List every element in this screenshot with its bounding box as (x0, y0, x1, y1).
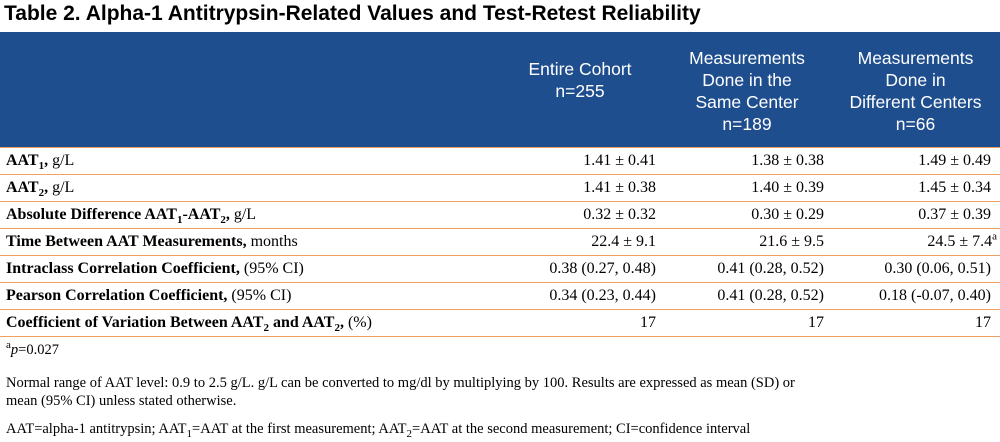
header-line: n=66 (895, 113, 936, 134)
cell-same-center: 21.6 ± 9.5 (663, 228, 831, 256)
cell-different-centers: 0.37 ± 0.39 (831, 201, 1000, 229)
cell-entire-cohort: 22.4 ± 9.1 (497, 228, 663, 256)
cell-different-centers: 24.5 ± 7.4a (831, 228, 1000, 256)
cell-entire-cohort: 0.32 ± 0.32 (497, 201, 663, 229)
cell-entire-cohort: 0.34 (0.23, 0.44) (497, 282, 663, 310)
row-label: Time Between AAT Measurements, months (0, 228, 497, 256)
header-line: n=189 (722, 113, 772, 134)
header-different-centers: Measurements Done in Different Centers n… (831, 32, 1000, 148)
cell-different-centers: 17 (831, 309, 1000, 337)
table-row: Intraclass Correlation Coefficient, (95%… (0, 255, 1000, 283)
normal-range-line: mean (95% CI) unless stated otherwise. (6, 393, 237, 409)
table-row: Pearson Correlation Coefficient, (95% CI… (0, 282, 1000, 310)
row-label: Coefficient of Variation Between AAT2 an… (0, 309, 497, 337)
cell-same-center: 1.40 ± 0.39 (663, 174, 831, 202)
header-blank (0, 32, 497, 148)
header-line: Different Centers (849, 91, 982, 112)
cell-different-centers: 0.30 (0.06, 0.51) (831, 255, 1000, 283)
data-table: Entire Cohort n=255 Measurements Done in… (0, 32, 1000, 337)
table-row: Coefficient of Variation Between AAT2 an… (0, 309, 1000, 337)
cell-entire-cohort: 17 (497, 309, 663, 337)
header-line: Done in the (702, 69, 792, 90)
cell-different-centers: 1.45 ± 0.34 (831, 174, 1000, 202)
table-title: Table 2. Alpha-1 Antitrypsin-Related Val… (4, 2, 701, 25)
table-header: Entire Cohort n=255 Measurements Done in… (0, 32, 1000, 148)
row-label: Absolute Difference AAT1-AAT2, g/L (0, 201, 497, 229)
table-row: Absolute Difference AAT1-AAT2, g/L 0.32 … (0, 201, 1000, 229)
table-body: AAT1, g/L 1.41 ± 0.41 1.38 ± 0.38 1.49 ±… (0, 147, 1000, 337)
header-line: Same Center (695, 91, 799, 112)
cell-same-center: 1.38 ± 0.38 (663, 147, 831, 175)
header-line: Entire Cohort (528, 58, 632, 79)
footnote-p-value: ap=0.027 (6, 339, 59, 358)
cell-same-center: 0.41 (0.28, 0.52) (663, 255, 831, 283)
cell-different-centers: 0.18 (-0.07, 0.40) (831, 282, 1000, 310)
row-label: Intraclass Correlation Coefficient, (95%… (0, 255, 497, 283)
cell-same-center: 0.41 (0.28, 0.52) (663, 282, 831, 310)
header-line: Measurements (689, 47, 805, 68)
header-entire-cohort: Entire Cohort n=255 (497, 32, 663, 148)
table-row: AAT1, g/L 1.41 ± 0.41 1.38 ± 0.38 1.49 ±… (0, 147, 1000, 175)
cell-entire-cohort: 1.41 ± 0.38 (497, 174, 663, 202)
header-line: Measurements (857, 47, 974, 68)
cell-same-center: 17 (663, 309, 831, 337)
row-label: Pearson Correlation Coefficient, (95% CI… (0, 282, 497, 310)
header-line: Done in (885, 69, 946, 90)
header-line: n=255 (555, 80, 605, 101)
table-row: Time Between AAT Measurements, months 22… (0, 228, 1000, 256)
normal-range-note: Normal range of AAT level: 0.9 to 2.5 g/… (6, 374, 795, 410)
footnote-marker: a (992, 230, 997, 243)
abbreviations-note: AAT=alpha-1 antitrypsin; AAT1=AAT at the… (6, 421, 751, 440)
cell-same-center: 0.30 ± 0.29 (663, 201, 831, 229)
table-row: AAT2, g/L 1.41 ± 0.38 1.40 ± 0.39 1.45 ±… (0, 174, 1000, 202)
normal-range-line: Normal range of AAT level: 0.9 to 2.5 g/… (6, 375, 795, 391)
cell-different-centers: 1.49 ± 0.49 (831, 147, 1000, 175)
row-label: AAT2, g/L (0, 174, 497, 202)
header-same-center: Measurements Done in the Same Center n=1… (663, 32, 831, 148)
row-label: AAT1, g/L (0, 147, 497, 175)
cell-entire-cohort: 1.41 ± 0.41 (497, 147, 663, 175)
header-row: Entire Cohort n=255 Measurements Done in… (0, 32, 1000, 148)
cell-entire-cohort: 0.38 (0.27, 0.48) (497, 255, 663, 283)
